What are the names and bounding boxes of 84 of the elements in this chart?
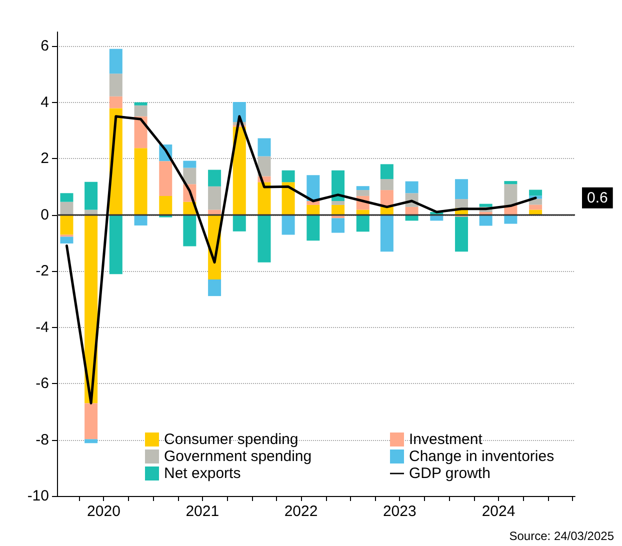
bar [232,102,246,122]
bar [282,170,295,182]
y-tick-label: -8 [36,431,49,448]
x-tick-label: 2022 [284,503,318,520]
source-note: Source: 24/03/2025 [509,529,614,543]
bar [479,214,492,226]
y-tick-label: -10 [27,488,49,504]
bar [109,96,122,108]
bar [282,182,295,215]
bar [332,204,345,215]
bar [455,216,468,252]
legend-label: GDP growth [409,465,490,482]
y-tick-label: 2 [40,150,49,168]
bar [258,214,271,262]
x-tick-label: 2021 [186,503,220,520]
bar [306,214,320,241]
legend-label: Change in inventories [409,448,554,465]
bar [159,161,172,196]
bar [504,184,518,205]
bar [455,199,468,208]
bar [356,214,370,232]
bar [479,204,492,207]
text: 0.6 [587,189,608,206]
bar [84,182,98,210]
bar [208,170,222,186]
bar [60,214,74,235]
bar [159,196,172,215]
bar [60,236,74,244]
bar [258,182,271,215]
bar [109,214,122,274]
legend-label: Net exports [164,465,241,482]
y-tick-label: 4 [40,94,49,111]
bar [258,156,271,176]
bar [134,102,148,106]
bar [208,210,222,215]
y-tick-label: 0 [40,206,49,224]
bar [356,210,370,215]
bar [60,193,74,202]
y-tick-label: -4 [36,318,49,336]
bar [405,206,418,215]
bar [60,202,74,215]
bar [306,175,320,202]
bar [232,126,246,215]
bar [455,179,468,200]
bar [282,214,295,235]
bar [258,138,271,156]
bar [332,218,345,233]
y-tick-label: -2 [36,262,49,280]
bar [405,181,418,194]
y-tick-label: 6 [40,38,49,55]
line-series [65,115,537,404]
bar [332,201,345,205]
bar [529,204,542,210]
bar [183,168,196,184]
bar [529,210,542,215]
bar [306,204,320,215]
bar [84,439,98,444]
bar [208,186,222,210]
bar [356,186,370,190]
bar [504,181,518,184]
bar [208,279,222,296]
bar [183,214,196,246]
y-tick-label: -6 [36,375,49,392]
bar [380,214,394,252]
bar [109,74,122,96]
bar [332,170,345,202]
bar [183,160,196,168]
bar [134,105,148,116]
legend-label: Government spending [164,448,312,465]
x-tick-label: 2023 [382,503,416,520]
x-tick-label: 2020 [87,503,120,520]
legend-label: Investment [409,431,484,448]
bar [529,190,542,196]
bar [306,201,320,205]
legend-label: Consumer spending [164,431,298,448]
bar [84,210,98,215]
x-tick-label: 2024 [482,503,516,520]
bar [380,179,394,190]
bar [232,214,246,232]
bar [380,164,394,180]
bar [109,48,122,74]
bar [84,403,98,440]
bar [356,190,370,196]
bar [134,148,148,215]
